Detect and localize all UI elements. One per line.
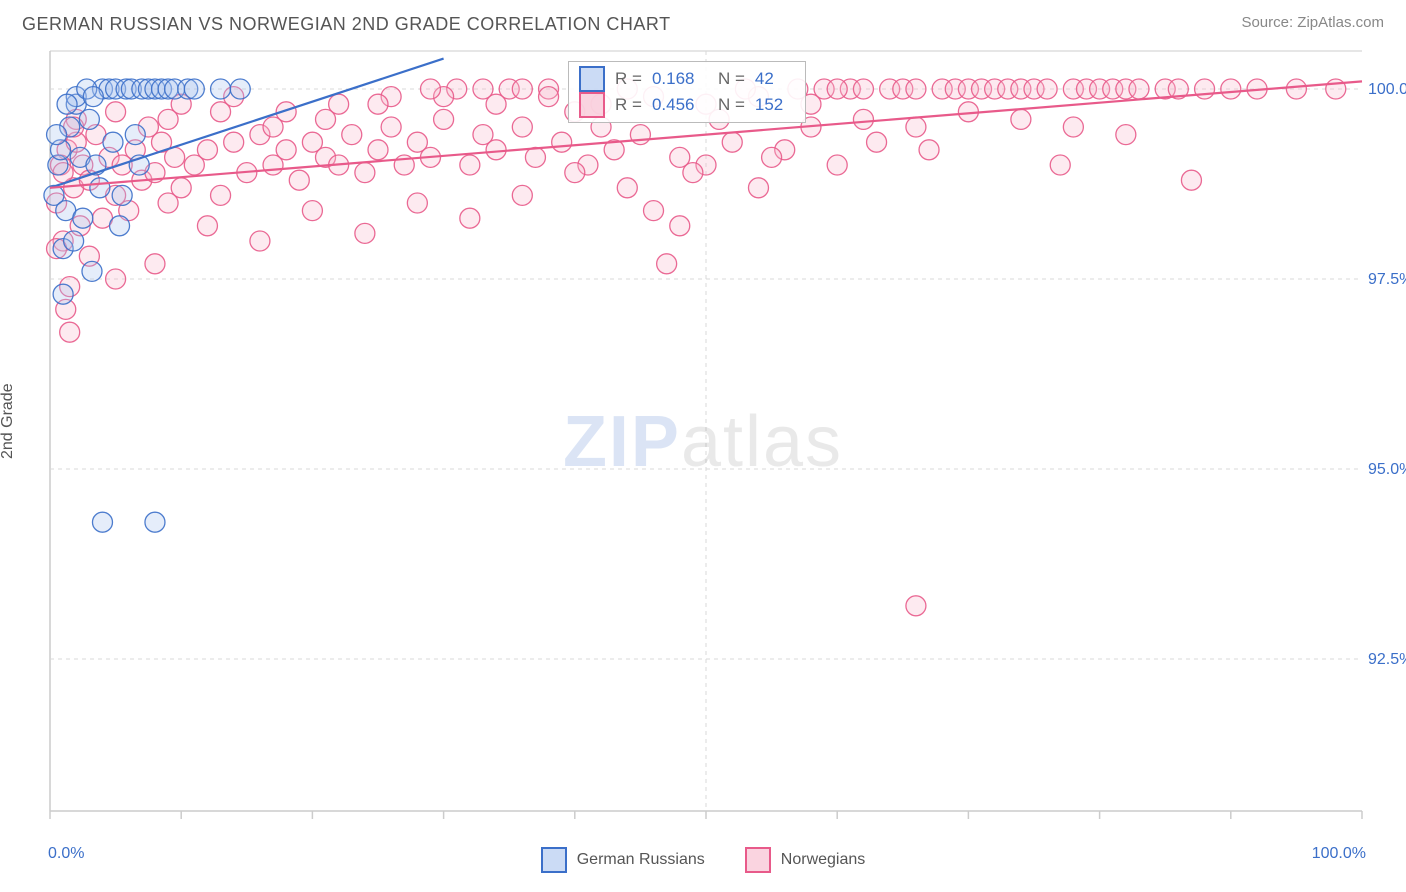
stats-n-label: N = bbox=[718, 66, 745, 92]
stats-r-value: 0.456 bbox=[652, 92, 708, 118]
stats-swatch bbox=[579, 66, 605, 92]
stats-r-label: R = bbox=[615, 92, 642, 118]
bottom-legend: German Russians Norwegians bbox=[0, 847, 1406, 873]
stats-legend-box: R = 0.168 N = 42 R = 0.456 N = 152 bbox=[568, 61, 806, 123]
stats-swatch bbox=[579, 92, 605, 118]
chart-area: 2nd Grade 92.5%95.0%97.5%100.0% ZIPatlas… bbox=[0, 39, 1406, 879]
stats-n-value: 152 bbox=[755, 92, 795, 118]
legend-label: German Russians bbox=[577, 851, 705, 869]
svg-text:100.0%: 100.0% bbox=[1368, 81, 1406, 98]
stats-row: R = 0.168 N = 42 bbox=[579, 66, 795, 92]
source-label: Source: ZipAtlas.com bbox=[1241, 14, 1384, 31]
legend-swatch bbox=[745, 847, 771, 873]
legend-label: Norwegians bbox=[781, 851, 865, 869]
header: GERMAN RUSSIAN VS NORWEGIAN 2ND GRADE CO… bbox=[0, 0, 1406, 39]
svg-text:95.0%: 95.0% bbox=[1368, 461, 1406, 478]
svg-text:92.5%: 92.5% bbox=[1368, 651, 1406, 668]
stats-r-label: R = bbox=[615, 66, 642, 92]
stats-n-value: 42 bbox=[755, 66, 795, 92]
legend-swatch bbox=[541, 847, 567, 873]
legend-item: Norwegians bbox=[745, 847, 865, 873]
stats-r-value: 0.168 bbox=[652, 66, 708, 92]
svg-text:97.5%: 97.5% bbox=[1368, 271, 1406, 288]
scatter-plot: 92.5% 95.0% 97.5% 100.0% bbox=[0, 39, 1406, 831]
y-axis-label: 2nd Grade bbox=[0, 383, 17, 459]
stats-n-label: N = bbox=[718, 92, 745, 118]
legend-item: German Russians bbox=[541, 847, 705, 873]
chart-title: GERMAN RUSSIAN VS NORWEGIAN 2ND GRADE CO… bbox=[22, 14, 671, 35]
stats-row: R = 0.456 N = 152 bbox=[579, 92, 795, 118]
